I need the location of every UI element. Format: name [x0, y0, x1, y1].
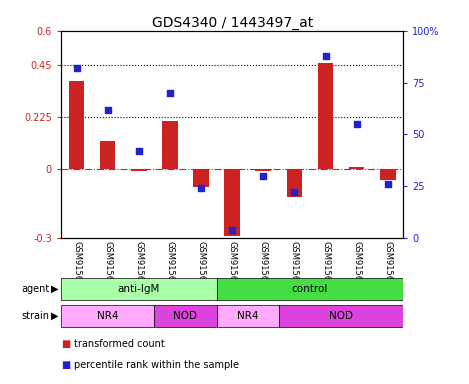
Text: NR4: NR4	[237, 311, 258, 321]
Bar	[69, 81, 84, 169]
Bar	[154, 305, 217, 327]
Point	[197, 185, 205, 191]
Point	[228, 227, 236, 233]
Point	[135, 148, 143, 154]
Text: ▶: ▶	[51, 284, 58, 294]
Text: ■: ■	[61, 360, 70, 370]
Bar	[217, 278, 403, 300]
Point	[384, 181, 392, 187]
Bar	[131, 169, 146, 171]
Bar	[287, 169, 302, 197]
Bar	[349, 167, 364, 169]
Point	[73, 65, 80, 71]
Bar	[224, 169, 240, 236]
Title: GDS4340 / 1443497_at: GDS4340 / 1443497_at	[151, 16, 313, 30]
Bar	[100, 141, 115, 169]
Bar	[217, 305, 279, 327]
Text: NR4: NR4	[97, 311, 118, 321]
Text: ▶: ▶	[51, 311, 58, 321]
Point	[322, 53, 329, 59]
Bar	[61, 305, 154, 327]
Text: NOD: NOD	[329, 311, 353, 321]
Point	[291, 189, 298, 195]
Bar	[61, 278, 217, 300]
Text: control: control	[292, 284, 328, 294]
Bar	[162, 121, 178, 169]
Text: agent: agent	[21, 284, 49, 294]
Point	[353, 121, 360, 127]
Bar	[256, 169, 271, 171]
Text: ■: ■	[61, 339, 70, 349]
Point	[259, 173, 267, 179]
Bar	[380, 169, 395, 180]
Point	[104, 106, 112, 113]
Bar	[279, 305, 403, 327]
Point	[166, 90, 174, 96]
Text: NOD: NOD	[174, 311, 197, 321]
Bar	[318, 63, 333, 169]
Text: strain: strain	[21, 311, 49, 321]
Bar	[193, 169, 209, 187]
Text: anti-IgM: anti-IgM	[118, 284, 160, 294]
Text: transformed count: transformed count	[74, 339, 165, 349]
Text: percentile rank within the sample: percentile rank within the sample	[74, 360, 239, 370]
